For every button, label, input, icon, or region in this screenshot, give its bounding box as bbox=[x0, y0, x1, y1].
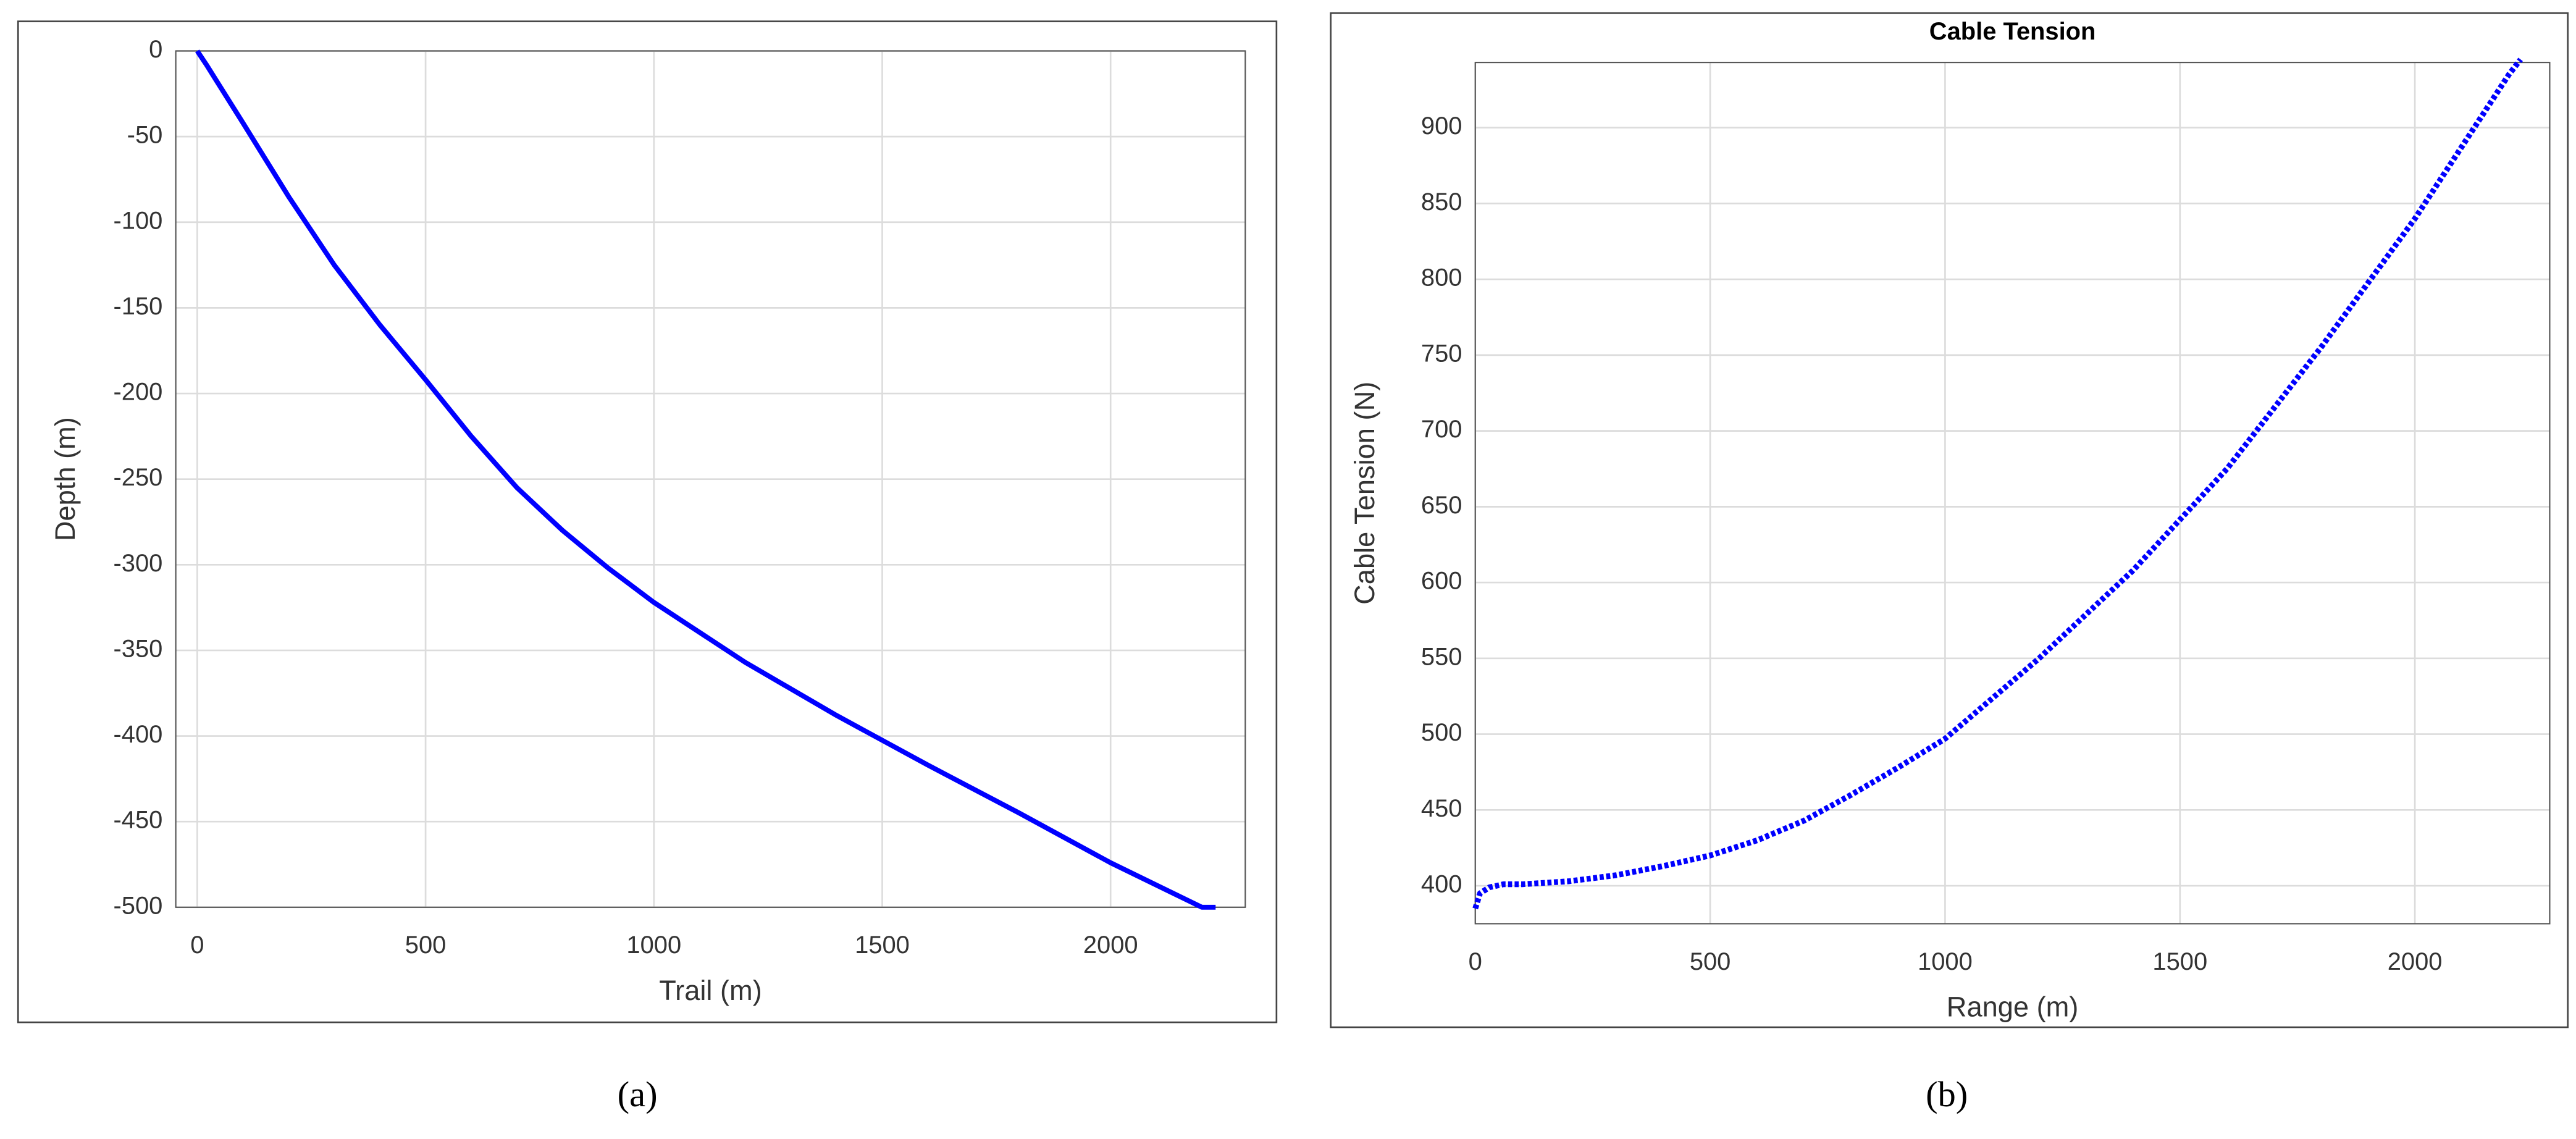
x-tick-label: 1500 bbox=[855, 931, 910, 959]
y-tick-label: 750 bbox=[1421, 340, 1462, 367]
x-tick-label: 1500 bbox=[2152, 948, 2207, 975]
y-tick-label: 700 bbox=[1421, 416, 1462, 443]
y-tick-label: -100 bbox=[114, 207, 163, 234]
y-axis-label: Depth (m) bbox=[49, 417, 81, 541]
figure-frame bbox=[1330, 12, 2569, 1028]
x-tick-label: 500 bbox=[1690, 948, 1731, 975]
caption: (a) bbox=[618, 1074, 658, 1114]
y-tick-label: -50 bbox=[127, 122, 163, 149]
y-tick-label: -450 bbox=[114, 807, 163, 834]
y-tick-label: 500 bbox=[1421, 719, 1462, 746]
x-tick-label: 500 bbox=[405, 931, 447, 959]
x-axis-label: Range (m) bbox=[1947, 991, 2079, 1023]
axes-box bbox=[175, 50, 1246, 908]
x-tick-label: 2000 bbox=[2388, 948, 2443, 975]
y-tick-label: -250 bbox=[114, 464, 163, 491]
y-tick-label: -300 bbox=[114, 550, 163, 577]
x-axis-label: Trail (m) bbox=[659, 975, 762, 1006]
y-tick-label: 800 bbox=[1421, 264, 1462, 292]
x-tick-label: 2000 bbox=[1083, 931, 1138, 959]
figure-frame bbox=[17, 20, 1278, 1023]
y-tick-label: 450 bbox=[1421, 795, 1462, 822]
y-tick-label: 850 bbox=[1421, 188, 1462, 216]
caption: (b) bbox=[1926, 1074, 1968, 1114]
axes-box bbox=[1474, 62, 2551, 925]
y-tick-label: -200 bbox=[114, 379, 163, 406]
y-tick-label: 0 bbox=[149, 36, 162, 63]
y-tick-label: 650 bbox=[1421, 492, 1462, 519]
x-tick-label: 0 bbox=[190, 931, 204, 959]
x-tick-label: 0 bbox=[1469, 948, 1482, 975]
x-tick-label: 1000 bbox=[1918, 948, 1973, 975]
y-tick-label: 600 bbox=[1421, 568, 1462, 595]
chart-title: Cable Tension bbox=[1929, 18, 2096, 45]
y-tick-label: 550 bbox=[1421, 643, 1462, 670]
y-tick-label: 900 bbox=[1421, 112, 1462, 140]
data-line bbox=[1472, 57, 2523, 910]
y-tick-label: -350 bbox=[114, 635, 163, 662]
x-tick-label: 1000 bbox=[626, 931, 681, 959]
y-tick-label: -400 bbox=[114, 721, 163, 748]
y-axis-label: Cable Tension (N) bbox=[1349, 382, 1380, 605]
y-tick-label: -500 bbox=[114, 892, 163, 919]
data-line bbox=[195, 49, 1216, 910]
y-tick-label: 400 bbox=[1421, 871, 1462, 898]
y-tick-label: -150 bbox=[114, 293, 163, 320]
